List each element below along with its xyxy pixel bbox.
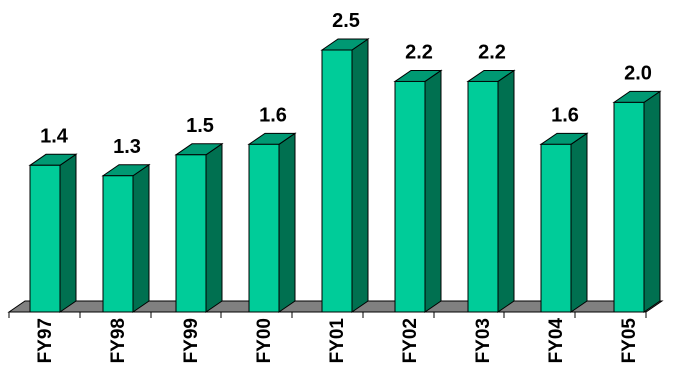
x-tick-label: FY99 bbox=[181, 318, 202, 363]
bar-side-face bbox=[132, 163, 150, 313]
bar-side-face bbox=[278, 132, 296, 313]
bar-front-face bbox=[613, 101, 645, 313]
x-tick-label: FY02 bbox=[400, 318, 421, 363]
bar-front-face bbox=[321, 49, 353, 313]
x-tick-label: FY04 bbox=[546, 318, 567, 364]
bar-fy99 bbox=[174, 142, 224, 313]
data-label: 1.6 bbox=[551, 104, 579, 126]
bar-fy01 bbox=[320, 38, 370, 313]
x-tick-label: FY98 bbox=[108, 318, 129, 363]
bar-front-face bbox=[29, 164, 61, 313]
x-tick-label: FY97 bbox=[35, 318, 56, 363]
bar-front-face bbox=[248, 143, 280, 313]
bar-fy04 bbox=[539, 132, 589, 313]
bar-side-face bbox=[351, 38, 369, 313]
x-tick-label: FY01 bbox=[327, 318, 348, 364]
bar-front-face bbox=[467, 80, 499, 313]
bar-fy97 bbox=[28, 153, 78, 313]
data-label: 1.3 bbox=[113, 136, 141, 158]
bar-fy98 bbox=[101, 163, 151, 313]
bar-fy03 bbox=[466, 69, 516, 313]
data-label: 1.4 bbox=[40, 125, 69, 147]
bar-side-face bbox=[424, 69, 442, 313]
bar-fy02 bbox=[393, 69, 443, 313]
data-label: 2.2 bbox=[478, 41, 506, 63]
data-label: 2.5 bbox=[332, 10, 360, 32]
data-label: 1.5 bbox=[186, 115, 214, 137]
bar-side-face bbox=[497, 69, 515, 313]
bar-side-face bbox=[643, 90, 661, 313]
bar-fy05 bbox=[612, 90, 662, 313]
bar-side-face bbox=[205, 142, 223, 313]
bar-front-face bbox=[175, 154, 207, 313]
bar-front-face bbox=[102, 175, 134, 313]
x-tick-label: FY03 bbox=[473, 318, 494, 363]
bar-front-face bbox=[394, 80, 426, 313]
bar-fy00 bbox=[247, 132, 297, 313]
data-label: 2.0 bbox=[624, 62, 652, 84]
bar-side-face bbox=[59, 153, 77, 313]
x-tick-label: FY00 bbox=[254, 318, 275, 363]
bar-front-face bbox=[540, 143, 572, 313]
data-label: 2.2 bbox=[405, 41, 433, 63]
data-label: 1.6 bbox=[259, 104, 287, 126]
bar-side-face bbox=[570, 132, 588, 313]
x-tick-label: FY05 bbox=[619, 318, 640, 364]
